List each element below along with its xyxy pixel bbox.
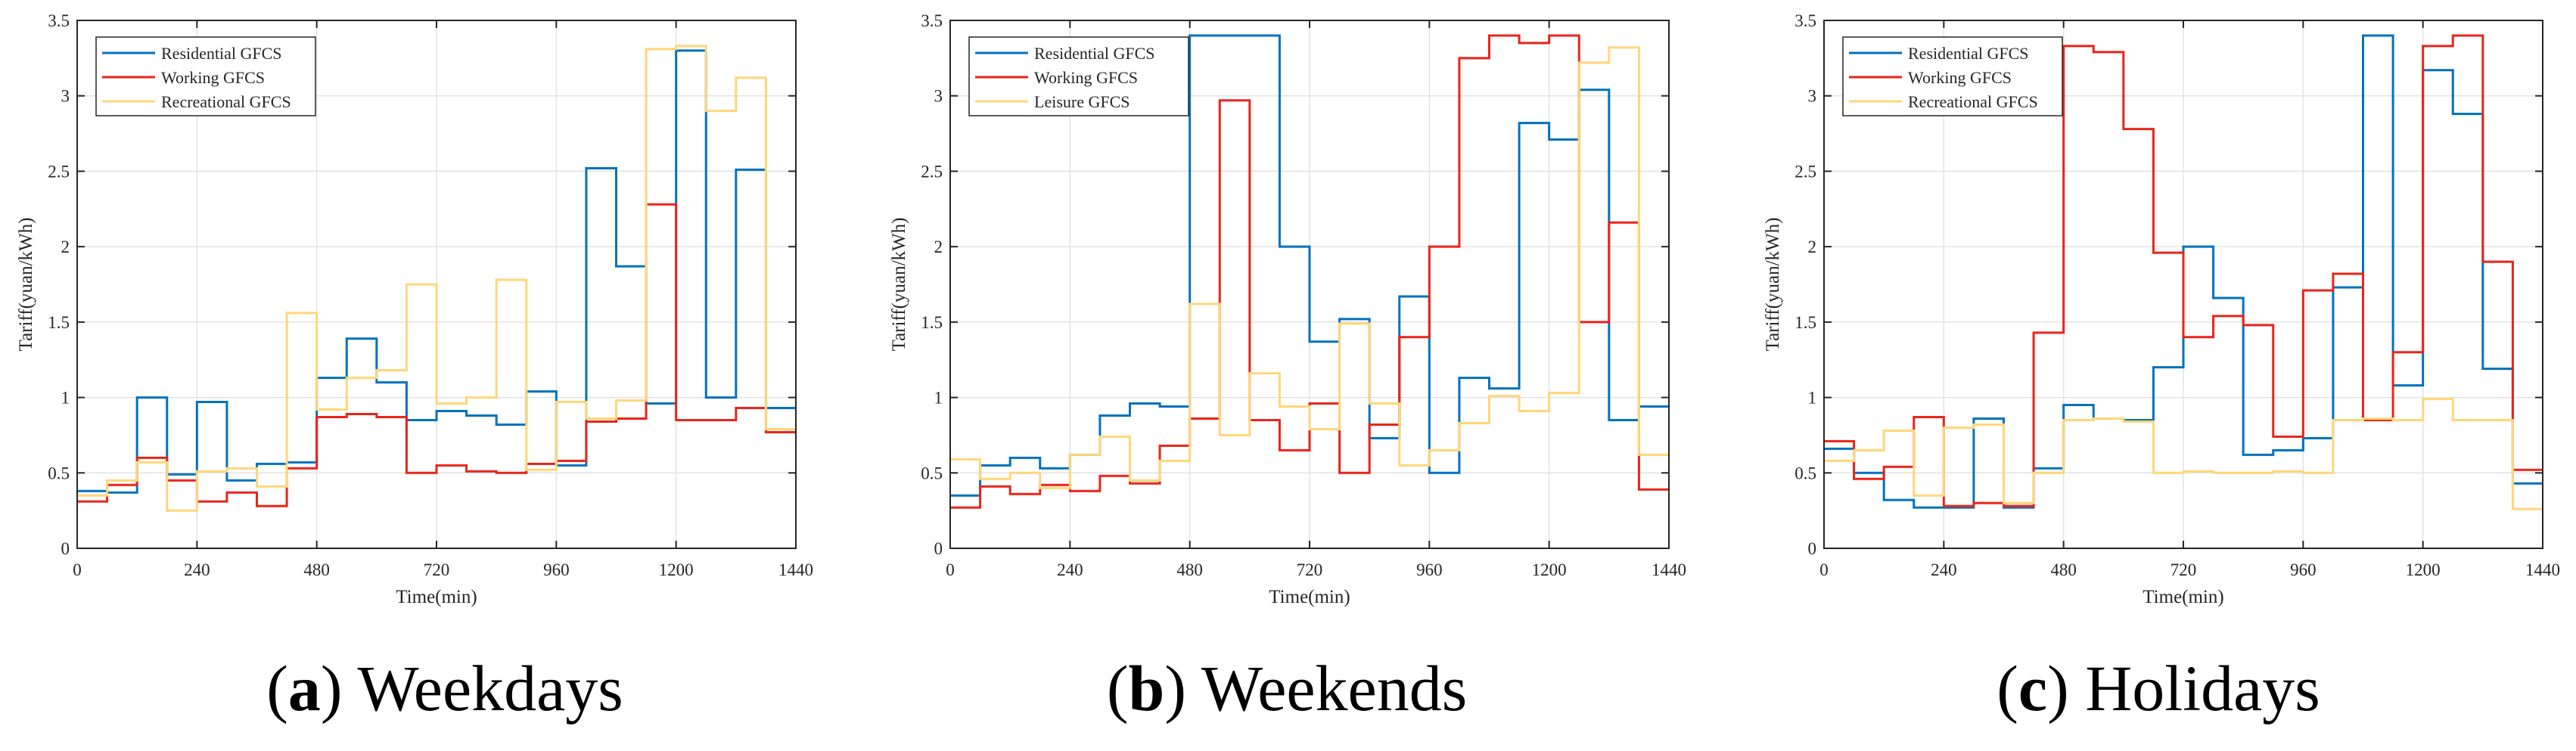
- x-tick-label: 240: [1931, 560, 1957, 579]
- caption-a-letter: a: [287, 652, 321, 725]
- series-line-recreational: [950, 46, 1669, 489]
- x-tick-label: 480: [2050, 560, 2077, 579]
- x-tick-label: 240: [184, 560, 210, 579]
- x-axis-label: Time(min): [1269, 587, 1350, 607]
- x-tick-label: 1200: [2406, 560, 2441, 579]
- x-tick-label: 1440: [2525, 560, 2560, 579]
- y-tick-label: 3.5: [48, 11, 70, 30]
- y-tick-label: 0.5: [48, 464, 70, 483]
- chart-panel-3: 0 240 480 720 960 1200 1440 0 0.5 1 1.5 2 2.5 3 3.5 Tim…: [1763, 11, 2560, 607]
- x-tick-label: 0: [1819, 560, 1829, 579]
- y-tick-label: 3: [934, 87, 943, 106]
- y-tick-label: 0.5: [921, 464, 943, 483]
- y-tick-label: 1.5: [1794, 313, 1816, 332]
- y-tick-label: 2.5: [1794, 162, 1816, 181]
- x-tick-label: 1200: [1532, 560, 1567, 579]
- legend-label-working: Working GFCS: [1034, 68, 1138, 87]
- y-tick-label: 1: [1808, 389, 1817, 408]
- x-tick-label: 720: [2170, 560, 2197, 579]
- x-tick-label: 960: [543, 560, 570, 579]
- x-tick-label: 720: [424, 560, 450, 579]
- x-tick-label: 0: [946, 560, 955, 579]
- caption-b-letter: b: [1128, 652, 1165, 725]
- y-tick-label: 3: [1808, 87, 1817, 106]
- x-tick-label: 960: [1416, 560, 1443, 579]
- caption-a: (a) Weekdays: [266, 652, 623, 725]
- legend-label-recreational: Recreational GFCS: [161, 92, 291, 111]
- x-tick-label: 1440: [778, 560, 813, 579]
- legend-label-recreational: Leisure GFCS: [1034, 92, 1130, 111]
- y-tick-label: 0: [1808, 539, 1817, 558]
- legend-label-recreational: Recreational GFCS: [1908, 92, 2038, 111]
- y-tick-label: 2.5: [48, 162, 70, 181]
- series-line-recreational: [1824, 398, 2543, 510]
- y-tick-label: 0: [61, 539, 70, 558]
- series-line-recreational: [77, 45, 796, 512]
- legend-label-residential: Residential GFCS: [1908, 44, 2029, 63]
- x-tick-label: 960: [2290, 560, 2317, 579]
- y-tick-label: 1.5: [48, 313, 70, 332]
- y-axis-label: Tariff(yuan/kWh): [16, 218, 36, 352]
- y-tick-label: 0.5: [1794, 464, 1816, 483]
- caption-b: (b) Weekends: [1106, 652, 1468, 725]
- legend-label-working: Working GFCS: [161, 68, 265, 87]
- caption-c: (c) Holidays: [1996, 652, 2320, 725]
- y-tick-label: 1.5: [921, 313, 943, 332]
- y-tick-label: 2: [934, 237, 943, 256]
- caption-c-letter: c: [2018, 652, 2048, 725]
- x-axis-label: Time(min): [396, 587, 477, 607]
- x-tick-label: 1440: [1652, 560, 1686, 579]
- y-axis-label: Tariff(yuan/kWh): [889, 218, 909, 352]
- y-tick-label: 1: [61, 389, 70, 408]
- legend-label-residential: Residential GFCS: [1034, 44, 1155, 63]
- y-tick-label: 0: [934, 539, 943, 558]
- chart-panel-2: 0 240 480 720 960 1200 1440 0 0.5 1 1.5 2 2.5 3 3.5 Tim…: [889, 11, 1686, 607]
- caption-a-text: Weekdays: [357, 652, 623, 725]
- x-axis-label: Time(min): [2143, 587, 2223, 607]
- y-tick-label: 3: [61, 87, 70, 106]
- x-tick-label: 0: [73, 560, 82, 579]
- y-tick-label: 1: [934, 389, 943, 408]
- y-tick-label: 2: [1808, 237, 1817, 256]
- legend-label-residential: Residential GFCS: [161, 44, 282, 63]
- y-tick-label: 3.5: [1794, 11, 1816, 30]
- caption-c-text: Holidays: [2085, 652, 2320, 725]
- x-tick-label: 720: [1297, 560, 1323, 579]
- legend-label-working: Working GFCS: [1908, 68, 2012, 87]
- y-axis-label: Tariff(yuan/kWh): [1763, 218, 1783, 352]
- y-tick-label: 2.5: [921, 162, 943, 181]
- x-tick-label: 480: [303, 560, 330, 579]
- x-tick-label: 240: [1057, 560, 1083, 579]
- y-tick-label: 3.5: [921, 11, 943, 30]
- x-tick-label: 1200: [659, 560, 694, 579]
- chart-panel-1: 0 240 480 720 960 1200 1440 0 0.5 1 1.5 2 2.5 3 3.5 Tim…: [16, 11, 813, 607]
- charts-svg: 0 240 480 720 960 1200 144000.511.522.533.5Tim…: [16, 11, 2560, 607]
- y-tick-label: 2: [61, 237, 70, 256]
- caption-b-text: Weekends: [1201, 652, 1468, 725]
- x-tick-label: 480: [1176, 560, 1203, 579]
